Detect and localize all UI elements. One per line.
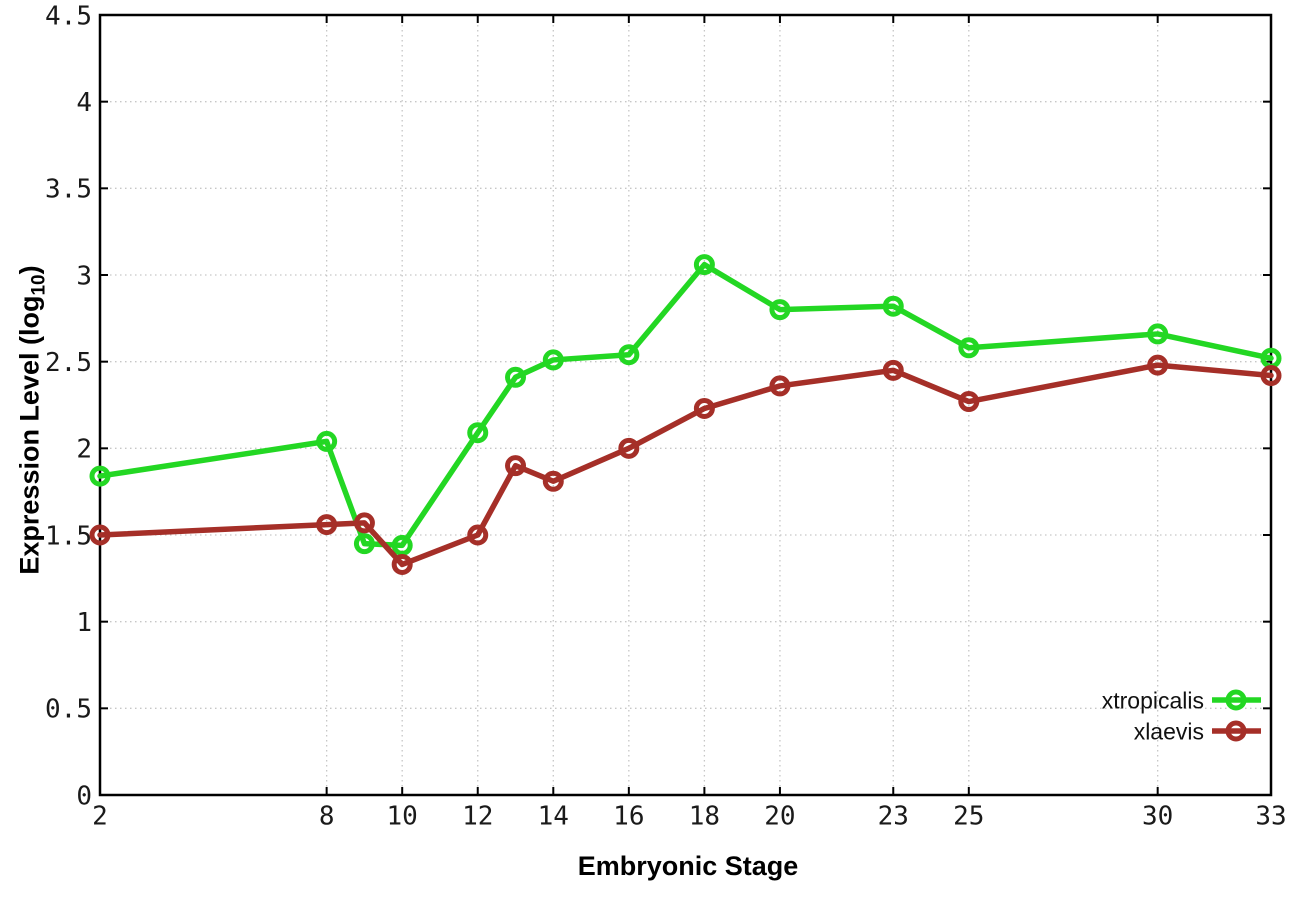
data-point-xtropicalis-stage-13 (505, 366, 527, 388)
data-point-xtropicalis-stage-16 (618, 344, 640, 366)
data-point-xtropicalis-stage-23 (882, 295, 904, 317)
data-point-xlaevis-stage-2 (89, 524, 111, 546)
series-line-xtropicalis (97, 261, 1274, 549)
y-tick-label-1-5: 1.5 (45, 521, 92, 551)
y-tick-label-1: 1 (76, 608, 92, 638)
y-tick-label-2: 2 (76, 435, 92, 465)
data-point-xtropicalis-stage-14 (542, 349, 564, 371)
data-point-xlaevis-stage-9 (353, 512, 375, 534)
y-tick-label-4-5: 4.5 (45, 1, 92, 31)
data-point-xlaevis-stage-12 (467, 524, 489, 546)
x-tick-label-23: 23 (878, 801, 909, 831)
x-tick-label-18: 18 (689, 801, 720, 831)
data-point-xtropicalis-stage-30 (1147, 323, 1169, 345)
legend-label-xtropicalis: xtropicalis (1102, 687, 1204, 713)
legend-label-xlaevis: xlaevis (1134, 718, 1204, 744)
x-axis-title: Embryonic Stage (577, 851, 799, 881)
data-point-xlaevis-stage-14 (542, 470, 564, 492)
plot-border (98, 13, 1273, 797)
x-tick-label-10: 10 (387, 801, 418, 831)
x-tick-label-25: 25 (953, 801, 984, 831)
y-tick-label-3: 3 (76, 261, 92, 291)
x-tick-label-16: 16 (613, 801, 644, 831)
data-point-xlaevis-stage-18 (693, 397, 715, 419)
y-axis-title: Expression Level (log10) (14, 265, 50, 575)
data-point-xtropicalis-stage-8 (316, 430, 338, 452)
data-point-xlaevis-stage-16 (618, 437, 640, 459)
legend-marker-xlaevis (1225, 720, 1247, 742)
y-tick-label-4: 4 (76, 88, 92, 118)
y-axis-title-text: Expression Level (log (14, 295, 45, 575)
x-tick-label-20: 20 (764, 801, 795, 831)
data-point-xlaevis-stage-8 (316, 514, 338, 536)
y-tick-label-0-5: 0.5 (45, 695, 92, 725)
data-point-xtropicalis-stage-2 (89, 465, 111, 487)
data-point-xlaevis-stage-20 (769, 375, 791, 397)
x-tick-label-8: 8 (319, 801, 335, 831)
legend-marker-xtropicalis (1225, 689, 1247, 711)
y-axis-title-subscript: 10 (28, 274, 50, 296)
x-tick-label-2: 2 (92, 801, 108, 831)
data-point-xlaevis-stage-30 (1147, 354, 1169, 376)
x-tick-label-12: 12 (462, 801, 493, 831)
data-point-xtropicalis-stage-20 (769, 299, 791, 321)
x-tick-label-33: 33 (1255, 801, 1286, 831)
data-point-xtropicalis-stage-9 (353, 533, 375, 555)
data-point-xlaevis-stage-25 (958, 391, 980, 413)
data-point-xtropicalis-stage-12 (467, 422, 489, 444)
data-point-xlaevis-stage-10 (391, 553, 413, 575)
data-point-xtropicalis-stage-18 (693, 254, 715, 276)
y-axis-title-close: ) (14, 265, 45, 275)
y-tick-label-0: 0 (76, 781, 92, 811)
data-point-xtropicalis-stage-25 (958, 337, 980, 359)
x-tick-label-14: 14 (538, 801, 569, 831)
data-point-xlaevis-stage-33 (1260, 365, 1282, 387)
data-point-xlaevis-stage-13 (505, 455, 527, 477)
data-point-xtropicalis-stage-10 (391, 534, 413, 556)
data-point-xlaevis-stage-23 (882, 359, 904, 381)
y-tick-label-2-5: 2.5 (45, 348, 92, 378)
y-tick-label-3-5: 3.5 (45, 175, 92, 205)
x-tick-label-30: 30 (1142, 801, 1173, 831)
